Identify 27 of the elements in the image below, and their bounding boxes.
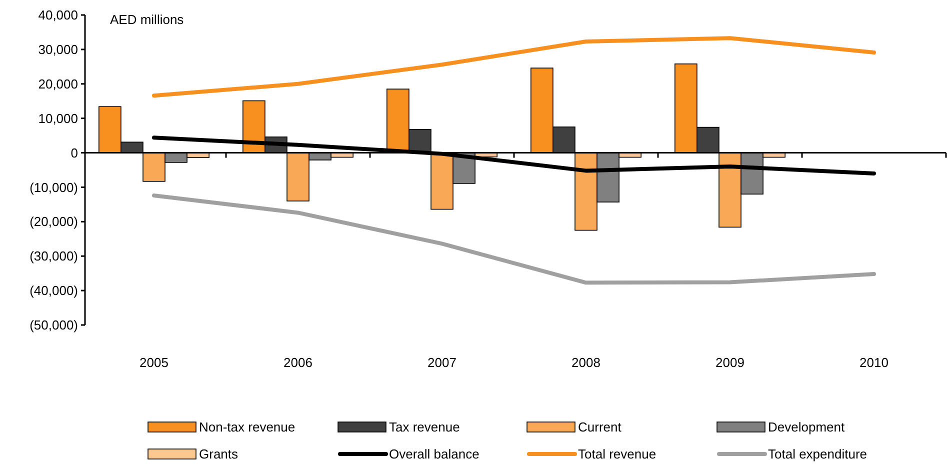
y-tick-label: (50,000) — [30, 318, 78, 333]
line-series — [152, 193, 876, 285]
legend-label: Non-tax revenue — [199, 420, 296, 435]
x-tick-label: 2007 — [428, 355, 456, 370]
x-tick-label: 2006 — [284, 355, 312, 370]
y-tick-label: 30,000 — [38, 42, 78, 57]
y-tick-label: 40,000 — [38, 8, 78, 23]
y-tick-label: (20,000) — [30, 214, 78, 230]
x-tick-label: 2009 — [716, 355, 744, 370]
y-tick-label: 0 — [70, 145, 78, 160]
legend-label: Current — [578, 420, 622, 435]
line-series — [152, 36, 876, 98]
x-tick-label: 2008 — [572, 355, 600, 370]
legend-label: Development — [768, 420, 845, 435]
legend-label: Total revenue — [578, 446, 656, 462]
y-tick-label: 20,000 — [38, 76, 78, 92]
x-tick-label: 2005 — [140, 355, 168, 370]
annotation: AED millions — [110, 12, 184, 27]
y-tick-label: 10,000 — [38, 110, 78, 126]
legend-label: Tax revenue — [389, 420, 460, 435]
y-tick-label: (10,000) — [30, 180, 78, 195]
y-tick-label: (40,000) — [30, 283, 78, 298]
y-tick-label: (30,000) — [30, 248, 78, 264]
legend-label: Overall balance — [389, 446, 480, 462]
x-tick-label: 2010 — [860, 355, 888, 370]
legend-label: Total expenditure — [768, 446, 868, 462]
legend-label: Grants — [199, 446, 239, 462]
